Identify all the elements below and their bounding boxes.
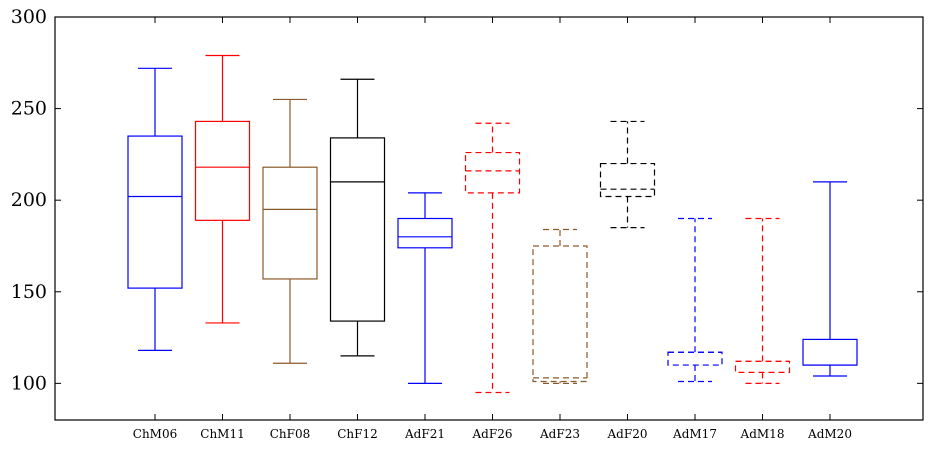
iqr-box — [464, 151, 521, 194]
x-tick-label: AdF23 — [539, 427, 580, 441]
iqr-box — [734, 360, 791, 373]
x-axis: ChM06 ChM11 ChF08 ChF12 AdF21 AdF26 AdF23 AdF20… — [133, 17, 852, 441]
iqr-box — [532, 245, 588, 383]
y-axis: 100 150 200 250 300 — [11, 6, 923, 394]
iqr-box — [599, 162, 656, 198]
box-ChF08 — [262, 98, 318, 364]
box-ChF12 — [329, 78, 386, 357]
x-tick-label: AdF20 — [607, 427, 648, 441]
box-ChM06 — [127, 67, 183, 351]
y-tick-label: 300 — [11, 6, 47, 28]
iqr-box — [397, 217, 453, 249]
box-AdF26 — [464, 122, 521, 394]
x-tick-label: AdF21 — [404, 427, 445, 441]
x-tick-label: AdM20 — [807, 427, 852, 441]
y-tick-label: 200 — [11, 189, 47, 211]
iqr-box — [262, 166, 318, 280]
box-AdM20 — [802, 181, 858, 377]
x-tick-label: AdM17 — [672, 427, 717, 441]
x-tick-label: ChM06 — [133, 427, 177, 441]
plot-frame — [54, 16, 924, 421]
x-tick-label: AdF26 — [472, 427, 513, 441]
x-tick-label: ChM11 — [200, 427, 244, 441]
y-tick-label: 150 — [11, 281, 47, 303]
x-tick-label: AdM18 — [740, 427, 785, 441]
box-AdM17 — [667, 217, 723, 383]
iqr-box — [667, 351, 723, 366]
iqr-box — [194, 120, 251, 221]
x-tick-label: ChF12 — [337, 427, 378, 441]
y-tick-label: 100 — [11, 372, 47, 394]
box-AdF23 — [532, 228, 588, 384]
box-AdF21 — [397, 192, 453, 384]
box-ChM11 — [194, 54, 251, 324]
box-series — [127, 54, 858, 394]
box-AdF20 — [599, 120, 656, 229]
box-AdM18 — [734, 217, 791, 384]
iqr-box — [802, 338, 858, 366]
x-tick-label: ChF08 — [270, 427, 311, 441]
iqr-box — [127, 135, 183, 289]
iqr-box — [329, 137, 386, 322]
y-tick-label: 250 — [11, 98, 47, 120]
